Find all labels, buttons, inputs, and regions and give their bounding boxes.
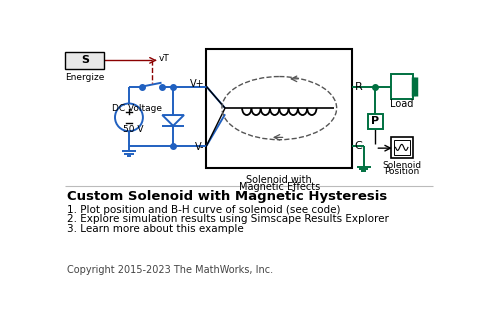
Text: 3. Learn more about this example: 3. Learn more about this example	[67, 223, 243, 234]
Polygon shape	[162, 115, 184, 126]
Text: 50 V: 50 V	[123, 125, 143, 134]
Text: vT: vT	[158, 54, 169, 62]
Bar	[207, 49, 352, 168]
Text: Energize: Energize	[65, 73, 104, 82]
Text: R: R	[354, 81, 362, 92]
Text: Solenoid with: Solenoid with	[246, 175, 312, 185]
Text: 2. Explore simulation results using Simscape Results Explorer: 2. Explore simulation results using Sims…	[67, 214, 389, 224]
Text: Copyright 2015-2023 The MathWorks, Inc.: Copyright 2015-2023 The MathWorks, Inc.	[67, 265, 273, 275]
Bar	[394, 140, 410, 155]
Bar	[391, 137, 413, 158]
Text: Position: Position	[384, 167, 419, 176]
Bar	[391, 74, 413, 99]
Text: Load: Load	[390, 99, 414, 109]
Circle shape	[115, 103, 143, 131]
Text: 1. Plot position and B-H curve of solenoid (see code): 1. Plot position and B-H curve of soleno…	[67, 205, 341, 215]
Text: P: P	[371, 116, 380, 126]
Bar	[66, 52, 104, 69]
Text: Custom Solenoid with Magnetic Hysteresis: Custom Solenoid with Magnetic Hysteresis	[67, 190, 387, 203]
Text: Magnetic Effects: Magnetic Effects	[239, 182, 320, 192]
Text: S: S	[81, 55, 89, 65]
Text: DC Voltage: DC Voltage	[112, 104, 162, 113]
Text: V-: V-	[194, 142, 204, 152]
Text: Solenoid: Solenoid	[382, 161, 421, 170]
Bar	[367, 113, 383, 129]
Text: C: C	[354, 141, 362, 151]
Text: V+: V+	[190, 79, 204, 89]
